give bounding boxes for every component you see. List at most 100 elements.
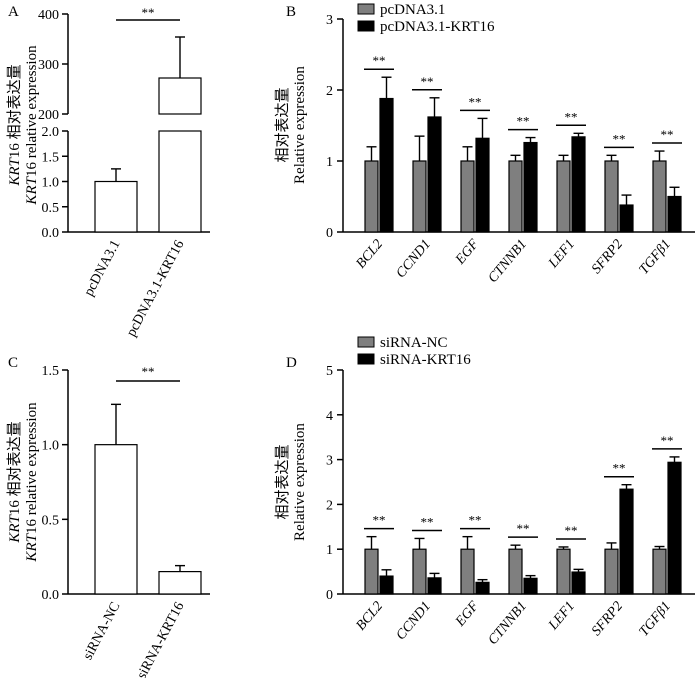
panel-b-tick-label: 0 bbox=[326, 226, 333, 241]
panel-d-bar bbox=[523, 577, 538, 595]
panel-b-legend-swatch bbox=[357, 3, 375, 15]
panel-b-bar bbox=[571, 136, 586, 233]
panel-d-bar bbox=[508, 548, 523, 595]
panel-d-legend-text: siRNA-NC bbox=[380, 335, 448, 351]
panel-d-bar bbox=[475, 581, 490, 595]
panel-c-tick-label: 1.5 bbox=[42, 364, 60, 379]
panel-c-tick-label: 1.0 bbox=[42, 439, 60, 454]
panel-b-sig: ** bbox=[661, 127, 674, 142]
panel-a-ylabel: KRT16 相对表达量 bbox=[6, 64, 23, 186]
panel-b-tick-label: 3 bbox=[326, 13, 333, 28]
panel-a-bar-krt16-lower bbox=[158, 130, 202, 233]
panel-a-tick-label: 0.0 bbox=[42, 226, 60, 241]
panel-d-legend-swatch bbox=[357, 336, 375, 348]
panel-b-bar bbox=[556, 160, 571, 233]
panel-c-tick-label: 0.0 bbox=[42, 588, 60, 603]
panel-a-bar-pcdna bbox=[94, 180, 138, 233]
panel-a-bar-krt16-upper bbox=[158, 77, 202, 115]
panel-b-xtick-label: BCL2 bbox=[354, 237, 387, 272]
panel-b-bar bbox=[460, 160, 475, 233]
panel-b-bar bbox=[652, 160, 667, 233]
panel-a-tick-label: 2.0 bbox=[42, 125, 60, 140]
panel-d-xtick-label: EGF bbox=[452, 599, 482, 631]
panel-b-ylabel-en: Relative expression bbox=[292, 66, 308, 184]
panel-a-tick-label: 300 bbox=[38, 58, 59, 73]
panel-b-xtick-label: SFRP2 bbox=[589, 237, 626, 277]
panel-d-bar bbox=[460, 548, 475, 595]
panel-a-tick-label: 200 bbox=[38, 108, 59, 123]
panel-d-tick-label: 2 bbox=[326, 498, 333, 513]
panel-a-sig: ** bbox=[142, 5, 155, 20]
panel-b-legend-text: pcDNA3.1 bbox=[380, 2, 445, 18]
panel-b-bar bbox=[427, 116, 442, 233]
panel-c-tick-label: 0.5 bbox=[42, 513, 60, 528]
panel-b-tick-label: 1 bbox=[326, 155, 333, 170]
panel-d-xtick-label: LEF1 bbox=[545, 599, 578, 634]
panel-b-xtick-label: LEF1 bbox=[545, 237, 578, 272]
panel-d-label: D bbox=[286, 355, 297, 371]
panel-d-bar bbox=[379, 575, 394, 595]
panel-a-tick-label: 400 bbox=[38, 8, 59, 23]
panel-d-bar bbox=[619, 488, 634, 595]
panel-b-bar bbox=[379, 97, 394, 233]
panel-d-bar bbox=[652, 548, 667, 595]
panel-c-ylabel-en: KRT16 relative expression bbox=[24, 402, 40, 563]
panel-a-tick-label: 1.5 bbox=[42, 150, 60, 165]
panel-c-sig: ** bbox=[142, 364, 155, 379]
panel-d-bar bbox=[412, 548, 427, 595]
panel-b-bar bbox=[604, 160, 619, 233]
panel-a-xtick-label: pcDNA3.1-KRT16 bbox=[124, 238, 187, 339]
panel-b-bar bbox=[667, 195, 682, 233]
panel-c-bar bbox=[158, 570, 202, 595]
panel-d-tick-label: 5 bbox=[326, 364, 333, 379]
panel-d-bar bbox=[667, 461, 682, 595]
panel-b-bar bbox=[412, 160, 427, 233]
panel-d-xtick-label: BCL2 bbox=[354, 599, 387, 634]
panel-b-legend-text: pcDNA3.1-KRT16 bbox=[380, 19, 495, 35]
panel-b-sig: ** bbox=[613, 131, 626, 146]
panel-d-tick-label: 0 bbox=[326, 588, 333, 603]
panel-d-tick-label: 1 bbox=[326, 543, 333, 558]
panel-d-bar bbox=[427, 577, 442, 595]
panel-b-legend-swatch bbox=[357, 20, 375, 32]
panel-d-ylabel: 相对表达量 bbox=[274, 444, 291, 519]
panel-b-sig: ** bbox=[373, 53, 386, 68]
panel-d-xtick-label: CTNNB1 bbox=[486, 599, 531, 648]
panel-c-ylabel: KRT16 相对表达量 bbox=[6, 421, 23, 543]
panel-c-xtick-label: siRNA-KRT16 bbox=[135, 600, 188, 678]
panel-b-xtick-label: CTNNB1 bbox=[486, 237, 531, 286]
panel-b-bar bbox=[619, 204, 634, 233]
panel-d-sig: ** bbox=[565, 523, 578, 538]
panel-b-bar bbox=[475, 137, 490, 233]
panel-d-bar bbox=[556, 548, 571, 595]
panel-d-sig: ** bbox=[373, 513, 386, 528]
panel-b-xtick-label: TGFβ1 bbox=[637, 237, 674, 278]
panel-a-tick-label: 1.0 bbox=[42, 176, 60, 191]
panel-b-sig: ** bbox=[469, 94, 482, 109]
panel-d-sig: ** bbox=[613, 461, 626, 476]
panel-c-bar bbox=[94, 444, 138, 595]
panel-b-ylabel: 相对表达量 bbox=[274, 87, 291, 162]
panel-d-legend-text: siRNA-KRT16 bbox=[380, 352, 471, 368]
panel-b-bar bbox=[523, 141, 538, 233]
panel-b-label: B bbox=[286, 4, 296, 20]
panel-b-bar bbox=[508, 160, 523, 233]
panel-c-label: C bbox=[8, 355, 18, 371]
panel-c-xtick-label: siRNA-NC bbox=[81, 600, 124, 663]
panel-d-tick-label: 3 bbox=[326, 454, 333, 469]
panel-d-xtick-label: CCND1 bbox=[394, 599, 434, 643]
panel-d-legend-swatch bbox=[357, 353, 375, 365]
panel-b-sig: ** bbox=[517, 114, 530, 129]
panel-d-sig: ** bbox=[661, 433, 674, 448]
panel-d-ylabel-en: Relative expression bbox=[292, 423, 308, 541]
panel-a-ylabel-en: KRT16 relative expression bbox=[24, 45, 40, 206]
panel-d-xtick-label: SFRP2 bbox=[589, 599, 626, 639]
panel-d-sig: ** bbox=[421, 514, 434, 529]
panel-d-sig: ** bbox=[469, 513, 482, 528]
panel-d-bar bbox=[364, 548, 379, 595]
panel-a-tick-label: 0.5 bbox=[42, 201, 60, 216]
panel-d-xtick-label: TGFβ1 bbox=[637, 599, 674, 640]
panel-a-label: A bbox=[8, 4, 19, 20]
panel-d-bar bbox=[604, 548, 619, 595]
panel-b-bar bbox=[364, 160, 379, 233]
